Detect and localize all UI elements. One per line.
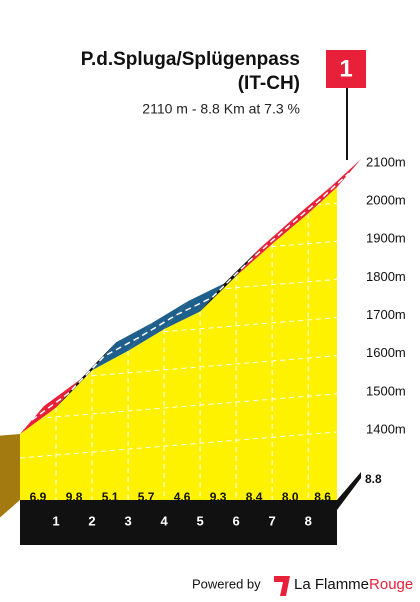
y-tick-label: 1600m [366, 345, 406, 360]
grid-line [20, 429, 337, 459]
gradient-label: 9.8 [66, 490, 83, 504]
x-tick-label: 6 [233, 513, 240, 528]
grid-line [20, 187, 337, 192]
grid-line [20, 391, 337, 421]
y-tick-label: 1500m [366, 383, 406, 398]
brand-b: Rouge [369, 576, 413, 593]
y-tick-label: 1800m [366, 269, 406, 284]
gradient-label: 9.3 [210, 490, 227, 504]
gradient-segment [164, 283, 225, 330]
flag [326, 50, 366, 88]
y-tick-label: 1700m [366, 307, 406, 322]
y-tick-label: 2100m [366, 154, 406, 169]
front-face [0, 433, 20, 518]
gradient-segment [92, 322, 153, 371]
y-tick-label: 1400m [366, 421, 406, 436]
x-tick-label: 7 [269, 513, 276, 528]
end-distance: 8.8 [365, 472, 382, 486]
region: (IT-CH) [238, 73, 300, 94]
brand-a: La Flamme [294, 576, 369, 593]
plot: 1400m 1500m 1600m 1700m 1800m 1900m 2000m 2100m… [0, 154, 406, 545]
gradient-label: 8.0 [282, 490, 299, 504]
x-tick-label: 1 [52, 513, 59, 528]
logo-icon [274, 576, 290, 596]
x-tick-label: 8 [305, 513, 312, 528]
gradient-label: 5.7 [138, 490, 155, 504]
center-line [31, 172, 350, 421]
gradient-label: 4.6 [174, 490, 191, 504]
x-tick-label: 3 [124, 513, 131, 528]
x-tick-label: 5 [196, 513, 203, 528]
x-tick-label: 2 [88, 513, 95, 528]
subtitle: 2110 m - 8.8 Km at 7.3 % [142, 101, 300, 117]
gradient-label: 5.1 [102, 490, 119, 504]
gradient-label: 8.4 [246, 490, 263, 504]
y-tick-label: 1900m [366, 231, 406, 246]
y-tick-label: 2000m [366, 193, 406, 208]
gradient-segment [128, 301, 189, 351]
flag-label: 1 [339, 55, 352, 82]
gradient-label: 6.9 [30, 490, 47, 504]
gradient-label: 8.6 [314, 490, 331, 504]
x-tick-label: 4 [160, 513, 168, 528]
profile-fill [20, 187, 337, 500]
powered-by: Powered by [192, 576, 261, 591]
title: P.d.Spluga/Splügenpass [81, 49, 300, 70]
base-band [20, 472, 361, 545]
